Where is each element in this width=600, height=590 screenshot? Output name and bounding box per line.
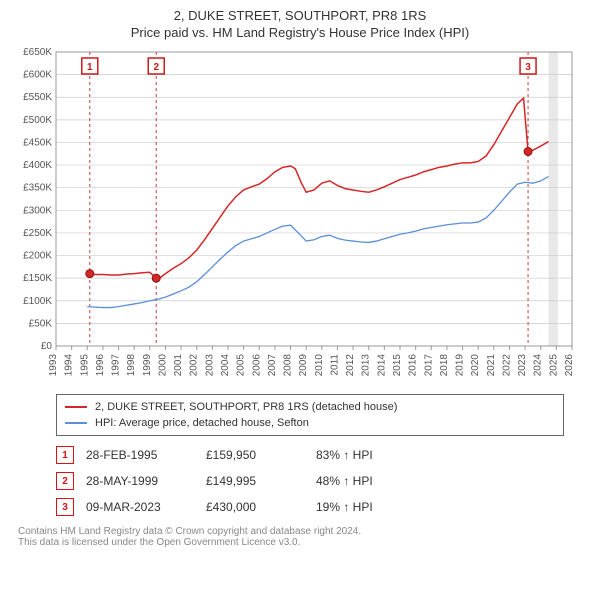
legend-label: 2, DUKE STREET, SOUTHPORT, PR8 1RS (deta… (95, 401, 397, 413)
svg-text:2018: 2018 (439, 354, 450, 377)
table-row: 1 28-FEB-1995 £159,950 83% ↑ HPI (56, 442, 564, 468)
svg-text:2007: 2007 (267, 354, 278, 377)
svg-text:1997: 1997 (111, 354, 122, 377)
svg-text:2010: 2010 (314, 354, 325, 377)
svg-text:2021: 2021 (486, 354, 497, 377)
svg-text:£400K: £400K (23, 160, 52, 171)
svg-text:2020: 2020 (470, 354, 481, 377)
svg-text:2022: 2022 (501, 354, 512, 377)
svg-text:1993: 1993 (48, 354, 59, 377)
svg-text:2009: 2009 (298, 354, 309, 377)
page: 2, DUKE STREET, SOUTHPORT, PR8 1RS Price… (0, 0, 600, 590)
svg-text:£100K: £100K (23, 296, 52, 307)
annotation-table: 1 28-FEB-1995 £159,950 83% ↑ HPI 2 28-MA… (56, 442, 564, 520)
annot-date: 28-FEB-1995 (86, 448, 206, 462)
legend-item: HPI: Average price, detached house, Seft… (65, 415, 555, 431)
chart-titles: 2, DUKE STREET, SOUTHPORT, PR8 1RS Price… (8, 8, 592, 40)
marker-box: 1 (56, 446, 74, 464)
annot-pct: 48% ↑ HPI (316, 474, 436, 488)
svg-text:2015: 2015 (392, 354, 403, 377)
legend-swatch (65, 422, 87, 424)
svg-text:1998: 1998 (126, 354, 137, 377)
svg-text:2002: 2002 (189, 354, 200, 377)
annot-price: £430,000 (206, 500, 316, 514)
marker-box: 3 (56, 498, 74, 516)
svg-text:3: 3 (525, 62, 531, 73)
chart-svg: £0 £50K £100K £150K £200K £250K £300K £350K £400… (8, 46, 592, 386)
legend-swatch (65, 406, 87, 408)
svg-text:2012: 2012 (345, 354, 356, 377)
svg-text:2014: 2014 (376, 354, 387, 377)
svg-text:£250K: £250K (23, 228, 52, 239)
svg-text:2011: 2011 (329, 354, 340, 376)
svg-text:£50K: £50K (29, 318, 53, 329)
svg-text:1996: 1996 (95, 354, 106, 377)
svg-text:1999: 1999 (142, 354, 153, 377)
svg-text:£600K: £600K (23, 70, 52, 81)
title-address: 2, DUKE STREET, SOUTHPORT, PR8 1RS (8, 8, 592, 23)
svg-text:2000: 2000 (157, 354, 168, 377)
annot-price: £159,950 (206, 448, 316, 462)
svg-text:2001: 2001 (173, 354, 184, 377)
svg-text:2003: 2003 (204, 354, 215, 377)
svg-text:2023: 2023 (517, 354, 528, 377)
legend: 2, DUKE STREET, SOUTHPORT, PR8 1RS (deta… (56, 394, 564, 436)
legend-label: HPI: Average price, detached house, Seft… (95, 417, 309, 429)
marker-box: 2 (56, 472, 74, 490)
table-row: 2 28-MAY-1999 £149,995 48% ↑ HPI (56, 468, 564, 494)
chart: £0 £50K £100K £150K £200K £250K £300K £350K £400… (8, 46, 592, 386)
svg-text:2024: 2024 (533, 354, 544, 377)
svg-text:£500K: £500K (23, 115, 52, 126)
svg-text:2017: 2017 (423, 354, 434, 377)
svg-text:2026: 2026 (564, 354, 575, 377)
svg-text:2: 2 (153, 62, 159, 73)
svg-text:2005: 2005 (236, 354, 247, 377)
annot-pct: 19% ↑ HPI (316, 500, 436, 514)
legend-item: 2, DUKE STREET, SOUTHPORT, PR8 1RS (deta… (65, 399, 555, 415)
svg-text:2019: 2019 (455, 354, 466, 377)
svg-text:1994: 1994 (64, 354, 75, 377)
annot-price: £149,995 (206, 474, 316, 488)
svg-text:£450K: £450K (23, 137, 52, 148)
footer-line: Contains HM Land Registry data © Crown c… (18, 526, 582, 537)
svg-text:2025: 2025 (548, 354, 559, 377)
svg-text:£650K: £650K (23, 47, 52, 58)
svg-text:2016: 2016 (408, 354, 419, 377)
svg-text:£150K: £150K (23, 273, 52, 284)
svg-text:£550K: £550K (23, 92, 52, 103)
footer: Contains HM Land Registry data © Crown c… (18, 526, 582, 548)
svg-text:£350K: £350K (23, 183, 52, 194)
annot-date: 09-MAR-2023 (86, 500, 206, 514)
svg-text:£200K: £200K (23, 251, 52, 262)
annot-date: 28-MAY-1999 (86, 474, 206, 488)
annot-pct: 83% ↑ HPI (316, 448, 436, 462)
svg-text:£0: £0 (41, 341, 53, 352)
table-row: 3 09-MAR-2023 £430,000 19% ↑ HPI (56, 494, 564, 520)
title-subtitle: Price paid vs. HM Land Registry's House … (8, 25, 592, 40)
svg-text:2013: 2013 (361, 354, 372, 377)
svg-text:1: 1 (87, 62, 93, 73)
svg-text:2006: 2006 (251, 354, 262, 377)
svg-text:£300K: £300K (23, 205, 52, 216)
svg-text:1995: 1995 (79, 354, 90, 377)
footer-line: This data is licensed under the Open Gov… (18, 537, 582, 548)
svg-text:2008: 2008 (283, 354, 294, 377)
svg-text:2004: 2004 (220, 354, 231, 377)
